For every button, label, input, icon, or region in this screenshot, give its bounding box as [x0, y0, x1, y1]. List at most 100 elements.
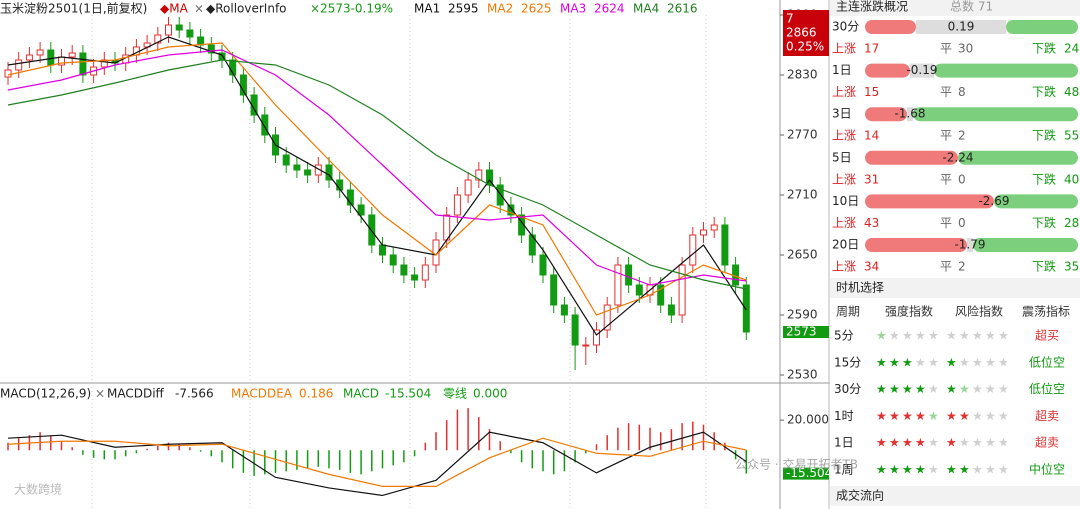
- up-segment: [865, 107, 907, 122]
- breadth-value: -0.19: [906, 63, 937, 77]
- y-tick-label: 2530: [787, 368, 818, 382]
- star: ★: [959, 463, 970, 477]
- flat-label: 平: [940, 42, 952, 56]
- star: ★: [972, 409, 983, 423]
- flat-count: 8: [958, 85, 966, 99]
- macd-value-label: -15.504: [786, 466, 832, 480]
- candle-body: [357, 204, 365, 216]
- timing-header-bg: [830, 278, 1080, 298]
- star: ★: [928, 409, 939, 423]
- header-text: ◆RolloverInfo: [206, 2, 287, 16]
- timing-period: 1日: [834, 436, 854, 450]
- down-segment: [913, 107, 1078, 122]
- header-text: MA3: [560, 2, 586, 16]
- candle-body: [154, 34, 162, 44]
- candle-body: [475, 169, 483, 181]
- timing-period: 30分: [834, 382, 861, 396]
- macd-header: 零线: [443, 387, 467, 401]
- candle-body: [346, 189, 354, 206]
- candle-body: [560, 304, 568, 316]
- timing-period: 1时: [834, 409, 854, 423]
- dea-line: [7, 437, 747, 488]
- candle-body: [68, 52, 76, 58]
- star: ★: [985, 382, 996, 396]
- star: ★: [972, 436, 983, 450]
- star: ★: [915, 329, 926, 343]
- candle-body: [282, 154, 290, 166]
- header-text: MA1: [414, 2, 440, 16]
- up-label: 上涨: [832, 215, 856, 230]
- candle-body: [657, 284, 665, 306]
- flat-count: 30: [958, 42, 973, 56]
- timing-header: 震荡指标: [1022, 304, 1070, 319]
- down-segment: [973, 238, 1078, 252]
- candle-body: [4, 69, 12, 78]
- last-price-label: 2573: [786, 325, 817, 339]
- flow-title: 成交流向: [836, 488, 884, 503]
- down-label: 下跌: [1032, 215, 1056, 230]
- candle-body: [411, 274, 419, 281]
- y-tick-label: 2830: [787, 68, 818, 82]
- candle-body: [261, 114, 269, 136]
- timing-period: 1周: [834, 463, 854, 477]
- star: ★: [928, 382, 939, 396]
- macd-value-box: [783, 467, 829, 480]
- candle-body: [25, 54, 33, 61]
- period: 3日: [832, 107, 852, 121]
- down-label: 下跌: [1032, 259, 1056, 274]
- star: ★: [946, 409, 957, 423]
- star: ★: [998, 355, 1009, 369]
- candle-body: [325, 164, 333, 181]
- flat-label: 平: [940, 216, 952, 230]
- star: ★: [876, 409, 887, 423]
- macd-header: ×: [95, 387, 105, 401]
- candle-body: [603, 304, 611, 331]
- cursor-change: 0.25%: [786, 40, 824, 54]
- candle-body: [175, 24, 183, 31]
- ma-line: [7, 36, 747, 336]
- star: ★: [915, 436, 926, 450]
- ma-line: [7, 42, 747, 316]
- star: ★: [946, 355, 957, 369]
- up-count: 34: [864, 260, 879, 274]
- header-text: ×2573-0.19%: [310, 2, 393, 16]
- header-text: ×: [194, 2, 204, 16]
- ma-line: [7, 59, 747, 290]
- star: ★: [915, 382, 926, 396]
- timing-header: 强度指数: [885, 304, 933, 319]
- candle-body: [421, 264, 429, 281]
- star: ★: [985, 329, 996, 343]
- candle-body: [539, 254, 547, 276]
- flat-count: 2: [958, 129, 966, 143]
- macd-header: -15.504: [385, 387, 431, 401]
- star: ★: [985, 436, 996, 450]
- candle-body: [293, 164, 301, 171]
- up-count: 14: [864, 129, 879, 143]
- star: ★: [972, 355, 983, 369]
- watermark: 公众号 · 交易开拓者TB: [735, 457, 858, 472]
- timing-signal: 超买: [1035, 328, 1059, 343]
- up-segment: [865, 63, 910, 78]
- candle-body: [571, 314, 579, 346]
- sidebar-header-bg: [830, 0, 1080, 16]
- candle-body: [496, 184, 504, 206]
- period: 1日: [832, 63, 852, 77]
- star: ★: [889, 463, 900, 477]
- candle-body: [389, 254, 397, 266]
- cursor-box: [783, 10, 829, 56]
- candle-body: [47, 49, 55, 66]
- down-label: 下跌: [1032, 128, 1056, 143]
- macd-header: -7.566: [175, 387, 214, 401]
- flat-count: 0: [958, 216, 966, 230]
- flat-segment: [916, 20, 1006, 34]
- timing-period: 5分: [834, 329, 854, 343]
- timing-signal: 中位空: [1029, 462, 1065, 477]
- star: ★: [889, 329, 900, 343]
- candle-body: [368, 214, 376, 246]
- star: ★: [902, 436, 913, 450]
- up-label: 上涨: [832, 128, 856, 143]
- candle-body: [625, 264, 633, 286]
- star: ★: [902, 463, 913, 477]
- cursor-price: 2866: [786, 26, 817, 40]
